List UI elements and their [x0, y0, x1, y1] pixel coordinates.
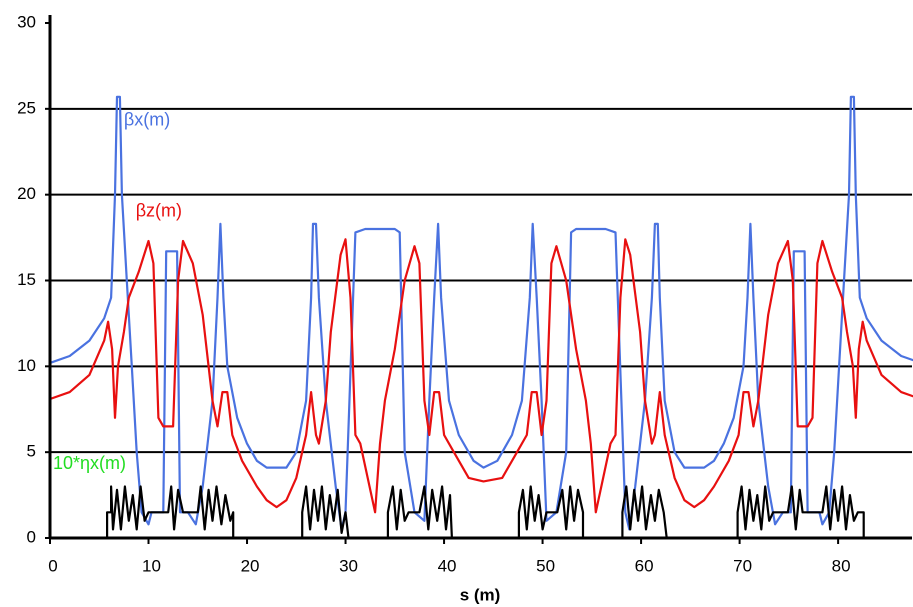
series-line [49, 95, 913, 531]
y-tick-label: 20 [17, 184, 36, 203]
x-tick-label: 70 [733, 556, 752, 575]
x-tick-label: 10 [142, 556, 161, 575]
x-tick-label: 30 [339, 556, 358, 575]
y-tick-label: 5 [27, 442, 36, 461]
series-line [49, 238, 913, 514]
y-tick-label: 30 [17, 12, 36, 31]
x-tick-label: 0 [48, 556, 57, 575]
y-tick-label: 0 [27, 527, 36, 546]
y-tick-label: 15 [17, 270, 36, 289]
y-tick-label: 10 [17, 356, 36, 375]
x-axis-label: s (m) [460, 585, 501, 604]
x-tick-label: 50 [536, 556, 555, 575]
annotation: βx(m) [124, 110, 170, 130]
annotation: 10*ηx(m) [53, 453, 126, 473]
x-tick-label: 20 [241, 556, 260, 575]
plot-lines [49, 95, 913, 540]
x-tick-label: 80 [832, 556, 851, 575]
series-line [50, 485, 912, 540]
annotation: βz(m) [136, 201, 182, 221]
y-tick-label: 25 [17, 98, 36, 117]
x-tick-label: 40 [438, 556, 457, 575]
x-tick-label: 60 [635, 556, 654, 575]
